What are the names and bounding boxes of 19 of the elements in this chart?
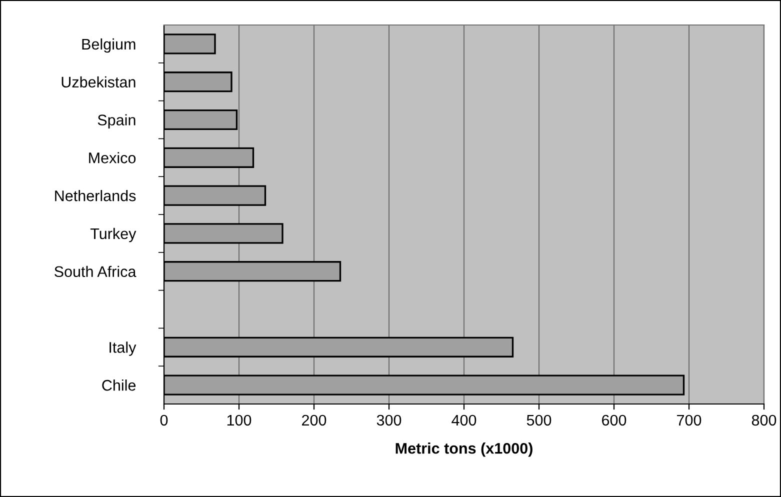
y-tick-label: Turkey: [90, 228, 136, 242]
y-tick-label: Spain: [98, 114, 136, 128]
y-tick-label: Netherlands: [55, 190, 136, 202]
y-tick-label: Belgium: [82, 38, 136, 53]
x-tick-label: 700: [677, 414, 702, 426]
x-tick-label: 100: [227, 414, 252, 426]
y-tick-label: Chile: [102, 380, 136, 391]
x-tick-label: 0: [160, 414, 168, 426]
x-tick-label: 400: [452, 414, 476, 426]
x-tick-label: 500: [526, 414, 552, 426]
y-tick-label: Uzbekistan: [62, 76, 136, 88]
y-tick-label: Mexico: [89, 152, 136, 164]
x-axis-title: Metric tons (x1000): [396, 442, 532, 457]
y-tick-label: South Africa: [54, 266, 136, 278]
x-tick-label: 800: [752, 414, 776, 426]
x-tick-label: 300: [376, 414, 402, 426]
y-tick-label: Italy: [110, 342, 136, 356]
x-tick-label: 200: [302, 414, 326, 426]
x-tick-label: 600: [602, 414, 626, 426]
